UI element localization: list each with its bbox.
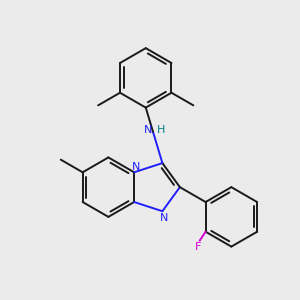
Text: N: N [131,162,140,172]
Text: F: F [195,242,201,252]
Text: N: N [143,125,152,135]
Text: N: N [160,213,168,223]
Text: H: H [157,125,166,135]
